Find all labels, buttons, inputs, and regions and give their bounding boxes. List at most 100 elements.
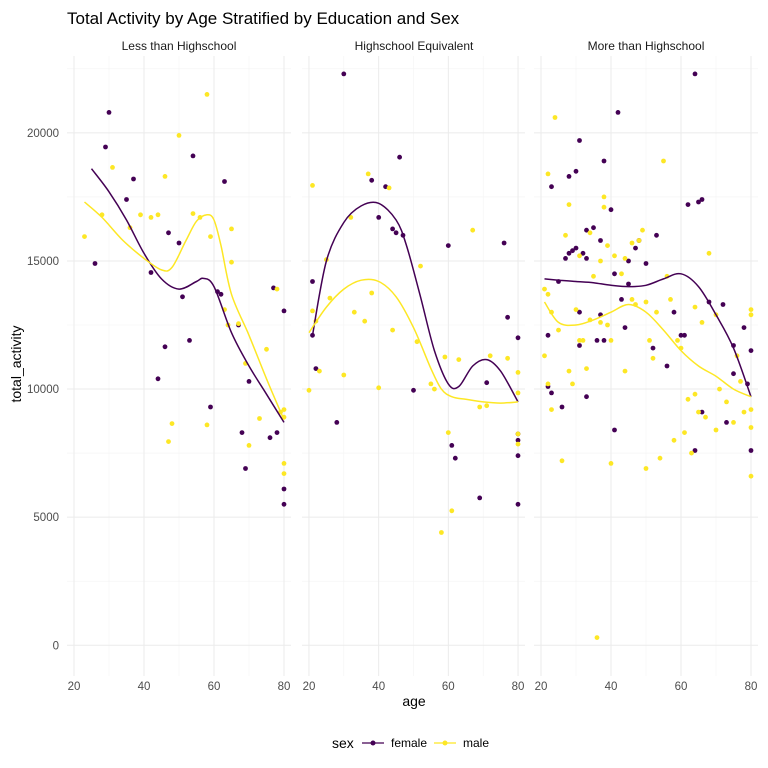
data-point-female — [559, 404, 565, 410]
data-point-female — [310, 279, 315, 284]
data-point-female — [699, 197, 705, 202]
smooth-line-female — [544, 272, 752, 397]
data-point-male — [748, 473, 754, 479]
data-point-female — [654, 232, 659, 238]
data-point-female — [484, 380, 490, 386]
data-point-male — [449, 508, 455, 514]
data-point-male — [310, 183, 315, 188]
data-point-male — [208, 234, 213, 240]
data-point-male — [699, 320, 705, 325]
data-point-female — [682, 332, 687, 338]
data-point-male — [640, 227, 645, 233]
x-tick-label: 60 — [442, 681, 455, 693]
data-point-female — [664, 363, 670, 369]
x-axis-ticks: 20 40 60 80 20 40 60 80 20 40 60 80 — [68, 681, 758, 693]
data-point-male — [622, 368, 628, 374]
data-point-male — [515, 441, 521, 447]
data-point-female — [612, 271, 617, 277]
data-point-male — [559, 458, 565, 464]
data-point-male — [369, 290, 375, 296]
data-point-male — [428, 381, 434, 387]
data-point-male — [591, 273, 596, 279]
y-tick-label: 15000 — [27, 256, 59, 268]
data-point-female — [155, 376, 161, 382]
data-point-female — [626, 258, 631, 264]
data-point-female — [106, 110, 112, 115]
data-point-female — [166, 230, 171, 236]
data-point-male — [542, 286, 547, 292]
y-tick-label: 20000 — [27, 128, 59, 140]
data-point-female — [445, 243, 451, 249]
data-point-male — [706, 250, 712, 256]
data-point-female — [580, 250, 586, 256]
data-point-female — [720, 302, 726, 307]
data-point-female — [274, 430, 280, 435]
data-point-female — [563, 256, 568, 261]
data-point-male — [689, 450, 694, 456]
data-point-female — [566, 250, 572, 256]
data-point-female — [449, 443, 455, 448]
data-point-female — [731, 371, 736, 377]
data-point-female — [393, 230, 399, 236]
data-point-male — [741, 409, 747, 415]
y-axis-ticks: 0 5000 10000 15000 20000 — [27, 128, 59, 652]
data-point-female — [570, 248, 575, 254]
data-point-male — [650, 355, 656, 361]
panel-plot-area-3 — [534, 56, 758, 676]
data-point-female — [741, 325, 747, 330]
data-point-female — [601, 158, 607, 164]
data-point-male — [566, 368, 572, 374]
x-tick-label: 20 — [68, 681, 81, 693]
data-point-male — [577, 338, 582, 343]
data-point-male — [204, 92, 210, 97]
data-point-male — [162, 174, 168, 179]
data-point-male — [594, 635, 600, 640]
smooth-line-female — [311, 201, 519, 403]
panel-plot-area-2 — [302, 56, 525, 676]
data-point-male — [341, 372, 347, 378]
data-point-male — [515, 390, 521, 396]
data-point-female — [615, 110, 621, 115]
data-point-male — [310, 308, 315, 314]
data-point-male — [418, 263, 423, 269]
data-point-female — [724, 420, 729, 425]
data-point-male — [487, 353, 493, 359]
data-point-male — [601, 194, 607, 200]
x-axis-title: age — [402, 693, 426, 709]
data-point-male — [612, 253, 617, 259]
legend-label-male: male — [463, 736, 489, 750]
smooth-line-male — [308, 278, 519, 404]
data-point-female — [748, 348, 754, 353]
legend-item-male: male — [434, 736, 489, 750]
data-point-male — [748, 307, 754, 312]
data-point-male — [647, 338, 652, 343]
data-point-female — [187, 338, 192, 343]
data-point-female — [103, 144, 108, 150]
data-point-male — [629, 240, 635, 246]
data-point-female — [180, 294, 185, 300]
data-point-male — [515, 431, 521, 437]
data-point-male — [692, 304, 698, 310]
data-point-female — [148, 270, 154, 275]
data-point-female — [190, 153, 196, 159]
x-tick-label: 20 — [303, 681, 316, 693]
data-point-female — [591, 225, 596, 231]
data-point-female — [397, 154, 402, 160]
data-point-female — [692, 71, 698, 77]
data-point-male — [724, 399, 729, 405]
data-point-male — [470, 227, 476, 233]
data-point-male — [190, 211, 196, 217]
x-tick-label: 80 — [278, 681, 291, 693]
data-point-male — [545, 291, 551, 297]
data-point-male — [264, 346, 269, 352]
data-point-male — [601, 204, 607, 210]
data-point-male — [545, 381, 551, 387]
legend-item-female: female — [362, 736, 427, 750]
facet-strip-label-3: More than Highschool — [588, 39, 705, 53]
data-point-female — [584, 227, 589, 233]
data-point-female — [515, 501, 521, 507]
data-point-female — [619, 297, 624, 302]
data-point-female — [267, 435, 273, 441]
data-point-female — [313, 366, 319, 371]
data-point-male — [629, 297, 635, 302]
